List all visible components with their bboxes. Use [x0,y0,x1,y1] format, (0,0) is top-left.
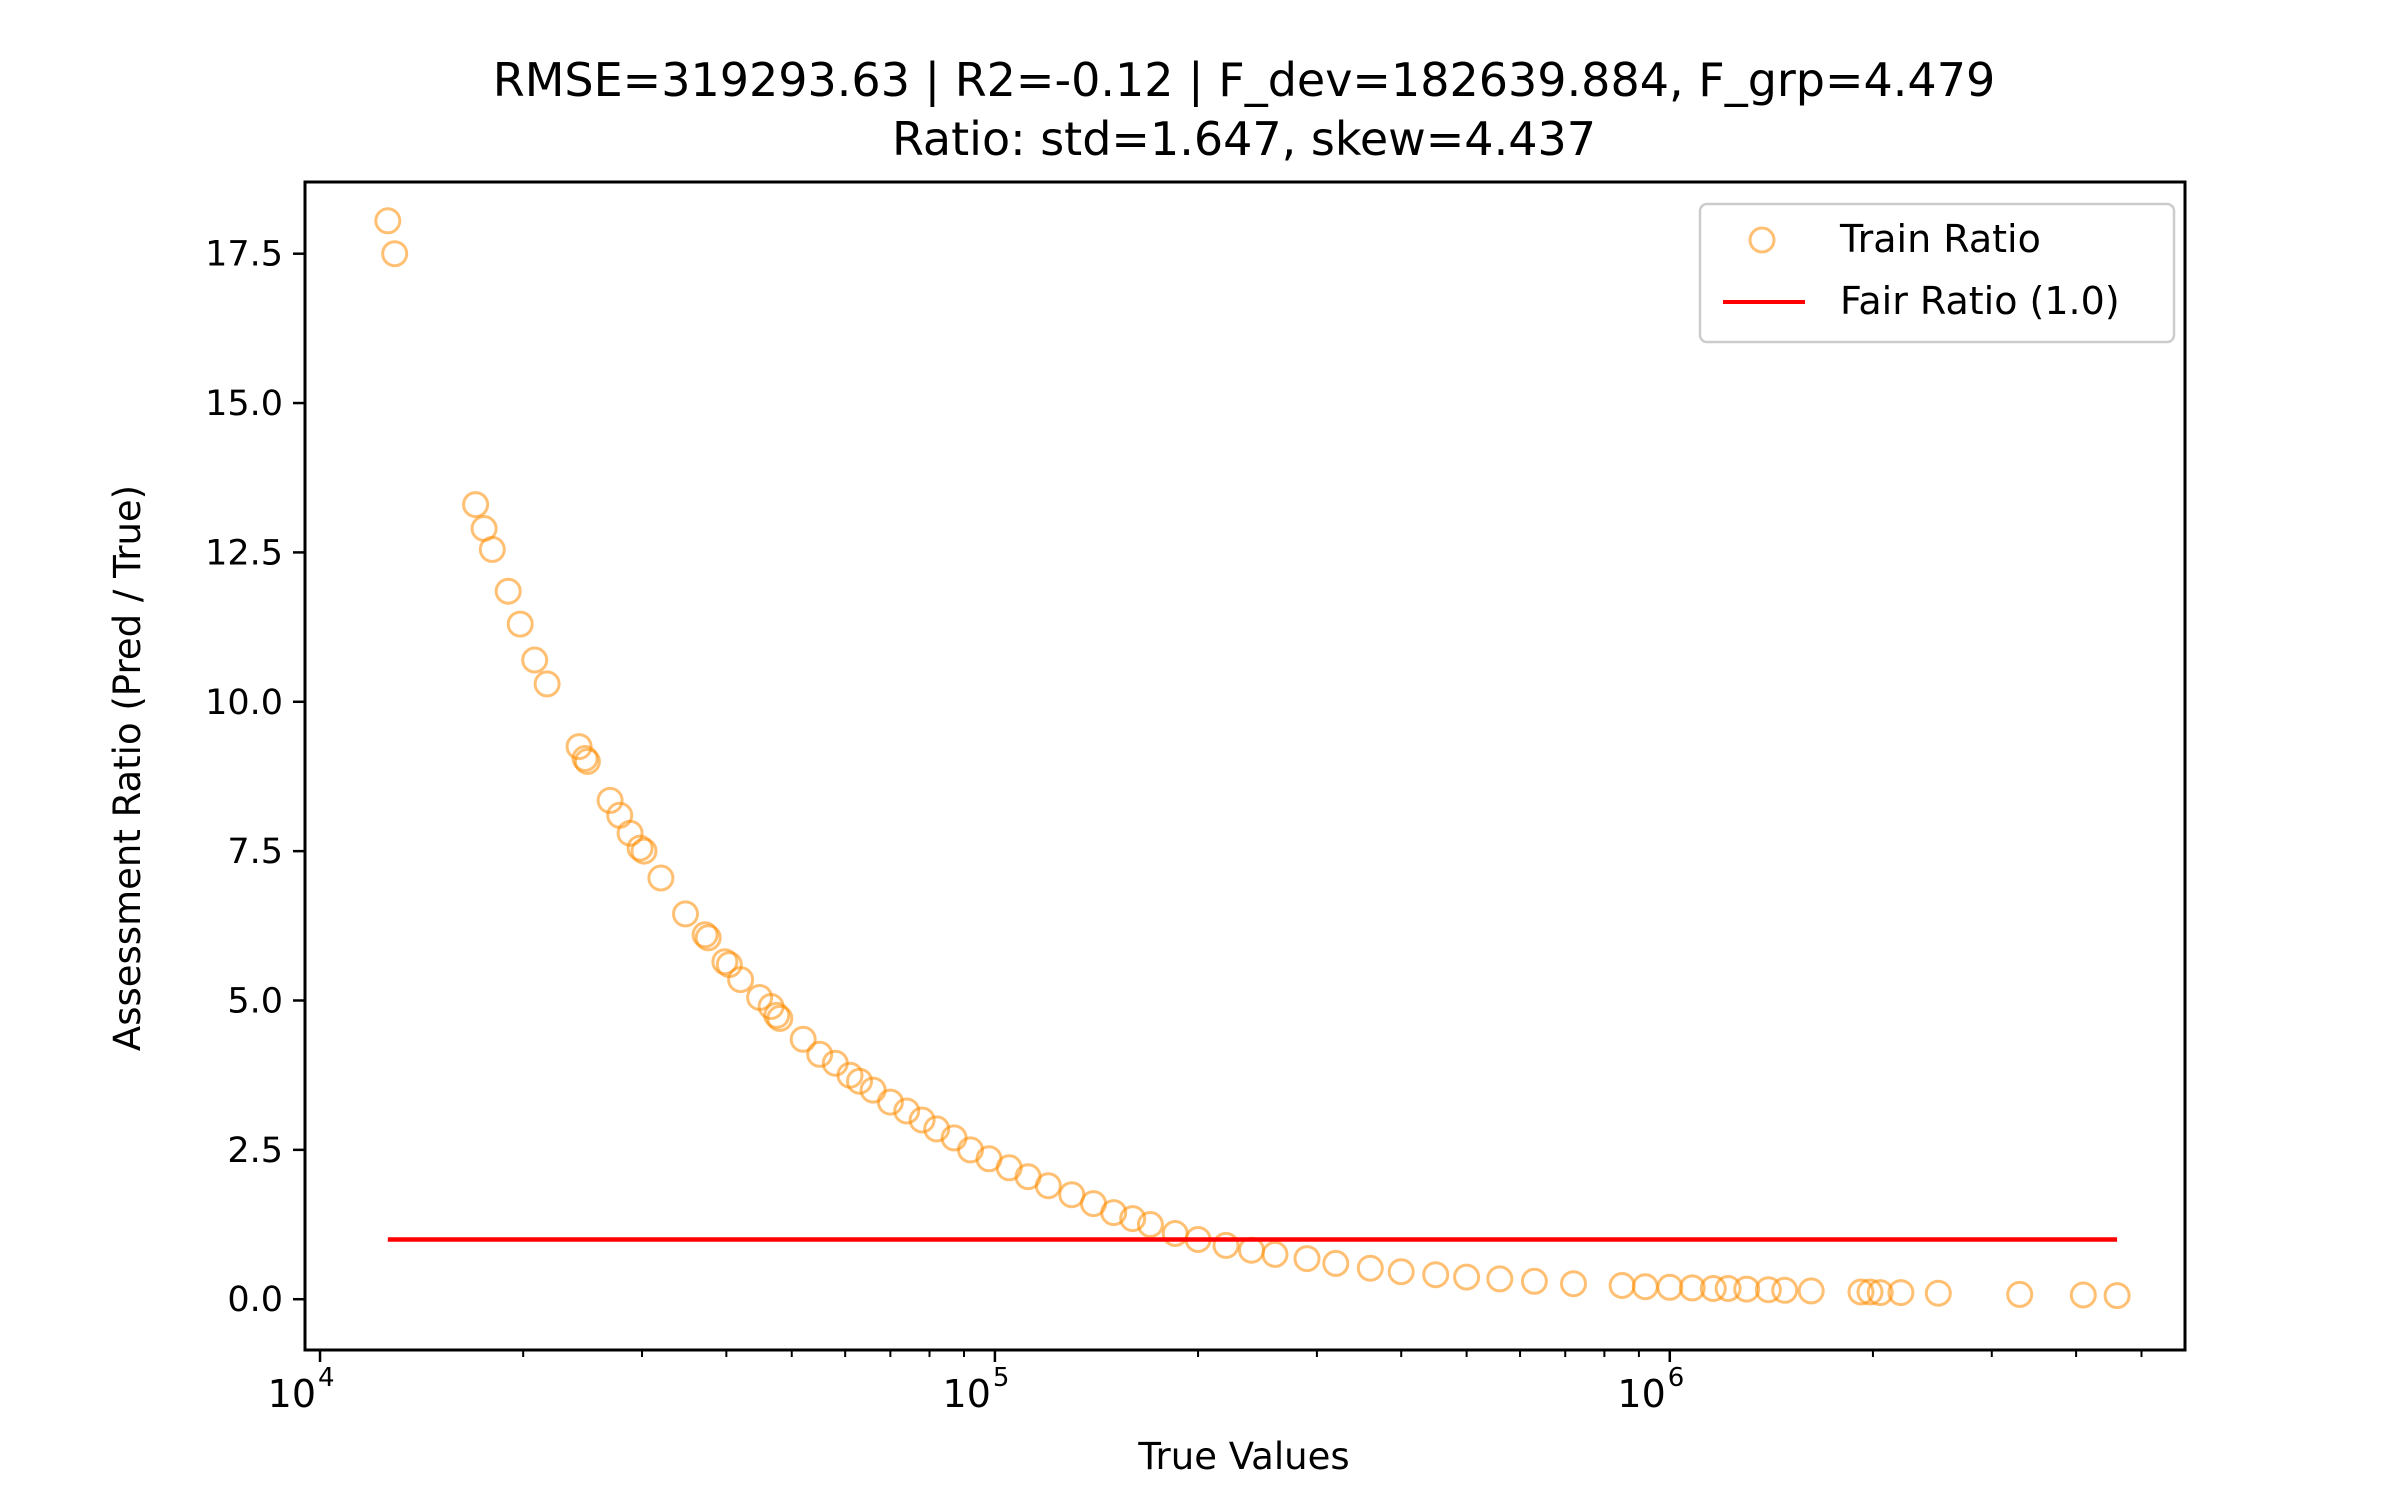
x-tick-label-exponent: 6 [1668,1363,1685,1393]
scatter-point [1678,1274,1706,1302]
scatter-point [1866,1279,1894,1307]
scatter-point [1771,1276,1799,1304]
scatter-point [1034,1172,1062,1200]
scatter-point [1119,1205,1147,1233]
scatter-point [806,1040,834,1068]
scatter-point [846,1067,873,1095]
scatter-point [1212,1231,1240,1259]
legend-label-train-ratio: Train Ratio [1839,217,2041,261]
scatter-point [727,966,755,994]
chart-title: RMSE=319293.63 | R2=-0.12 | F_dev=182639… [493,53,1995,108]
scatter-point [1754,1276,1782,1304]
scatter-point [462,491,490,519]
scatter-point [596,786,624,814]
scatter-point [1656,1273,1684,1301]
scatter-point [1261,1240,1289,1268]
scatter-point [647,864,675,892]
scatter-point [1422,1261,1450,1289]
legend-label-fair-ratio: Fair Ratio (1.0) [1840,279,2120,323]
legend-marker-train-ratio [1748,226,1776,254]
y-tick-label: 12.5 [205,533,283,573]
scatter-point [893,1097,921,1125]
scatter-point [533,670,561,698]
chart-subtitle: Ratio: std=1.647, skew=4.437 [892,112,1596,166]
scatter-point [1847,1278,1875,1306]
scatter-point [1560,1270,1587,1298]
scatter-point [766,1004,794,1032]
scatter-point [859,1076,887,1104]
scatter-point [694,924,722,952]
y-tick-label: 15.0 [205,384,283,424]
scatter-points-layer [374,207,2131,1310]
scatter-point [374,207,402,235]
scatter-point [672,900,699,928]
scatter-point [630,837,658,865]
scatter-point [381,240,409,268]
scatter-point [571,745,599,772]
scatter-point [573,748,601,775]
y-tick-label: 10.0 [205,683,283,723]
x-tick-label-base: 10 [943,1372,991,1416]
y-tick-label: 2.5 [227,1131,283,1171]
scatter-point [1856,1278,1884,1306]
scatter-point [2069,1281,2097,1309]
scatter-point [1714,1275,1742,1302]
y-tick-label: 5.0 [227,981,283,1021]
x-tick-label-base: 10 [268,1372,316,1416]
y-tick-label: 0.0 [227,1280,283,1320]
scatter-point [1356,1254,1384,1282]
plot-frame [303,180,2187,1352]
scatter-point [1608,1272,1636,1299]
scatter-point [908,1106,936,1134]
scatter-point [626,834,654,862]
legend: Train Ratio Fair Ratio (1.0) [1698,202,2176,344]
x-axis-ticks: 10 4 10 5 10 6 [268,1350,2143,1416]
scatter-point [923,1115,951,1143]
scatter-point [711,948,739,976]
y-tick-label: 7.5 [227,832,283,872]
scatter-point [2103,1282,2131,1310]
scatter-point [789,1025,817,1053]
scatter-point [521,646,549,674]
scatter-point [763,1001,791,1029]
scatter-point [1136,1211,1164,1238]
scatter-point [1924,1279,1952,1307]
scatter-point [2006,1280,2034,1308]
y-axis-label: Assessment Ratio (Pred / True) [106,485,149,1051]
scatter-point [876,1088,904,1116]
scatter-point [1887,1279,1915,1307]
scatter-point [1238,1236,1265,1264]
scatter-point [1100,1199,1128,1227]
scatter-point [478,535,506,563]
scatter-point [494,577,522,605]
x-tick-label-exponent: 5 [993,1363,1010,1393]
scatter-point [1733,1275,1761,1303]
x-tick-label-exponent: 4 [318,1363,335,1393]
y-axis-ticks: 0.0 2.5 5.0 7.5 10.0 12.5 15.0 17.5 [205,235,305,1320]
scatter-point [1161,1220,1189,1247]
scatter-point [1322,1249,1350,1277]
scatter-point [1699,1275,1727,1302]
scatter-point [1631,1273,1659,1301]
scatter-point [616,819,644,847]
x-axis-label: True Values [1137,1435,1349,1478]
scatter-point [506,610,534,638]
scatter-point [1387,1258,1415,1286]
legend-box [1698,202,2176,344]
scatter-point [691,921,719,949]
x-tick-label-base: 10 [1617,1372,1665,1416]
scatter-point [1520,1267,1548,1295]
scatter-point [1453,1263,1481,1291]
scatter-point [1797,1277,1825,1305]
y-tick-label: 17.5 [205,235,283,275]
scatter-point [1486,1265,1514,1293]
scatter-point [1293,1245,1321,1273]
